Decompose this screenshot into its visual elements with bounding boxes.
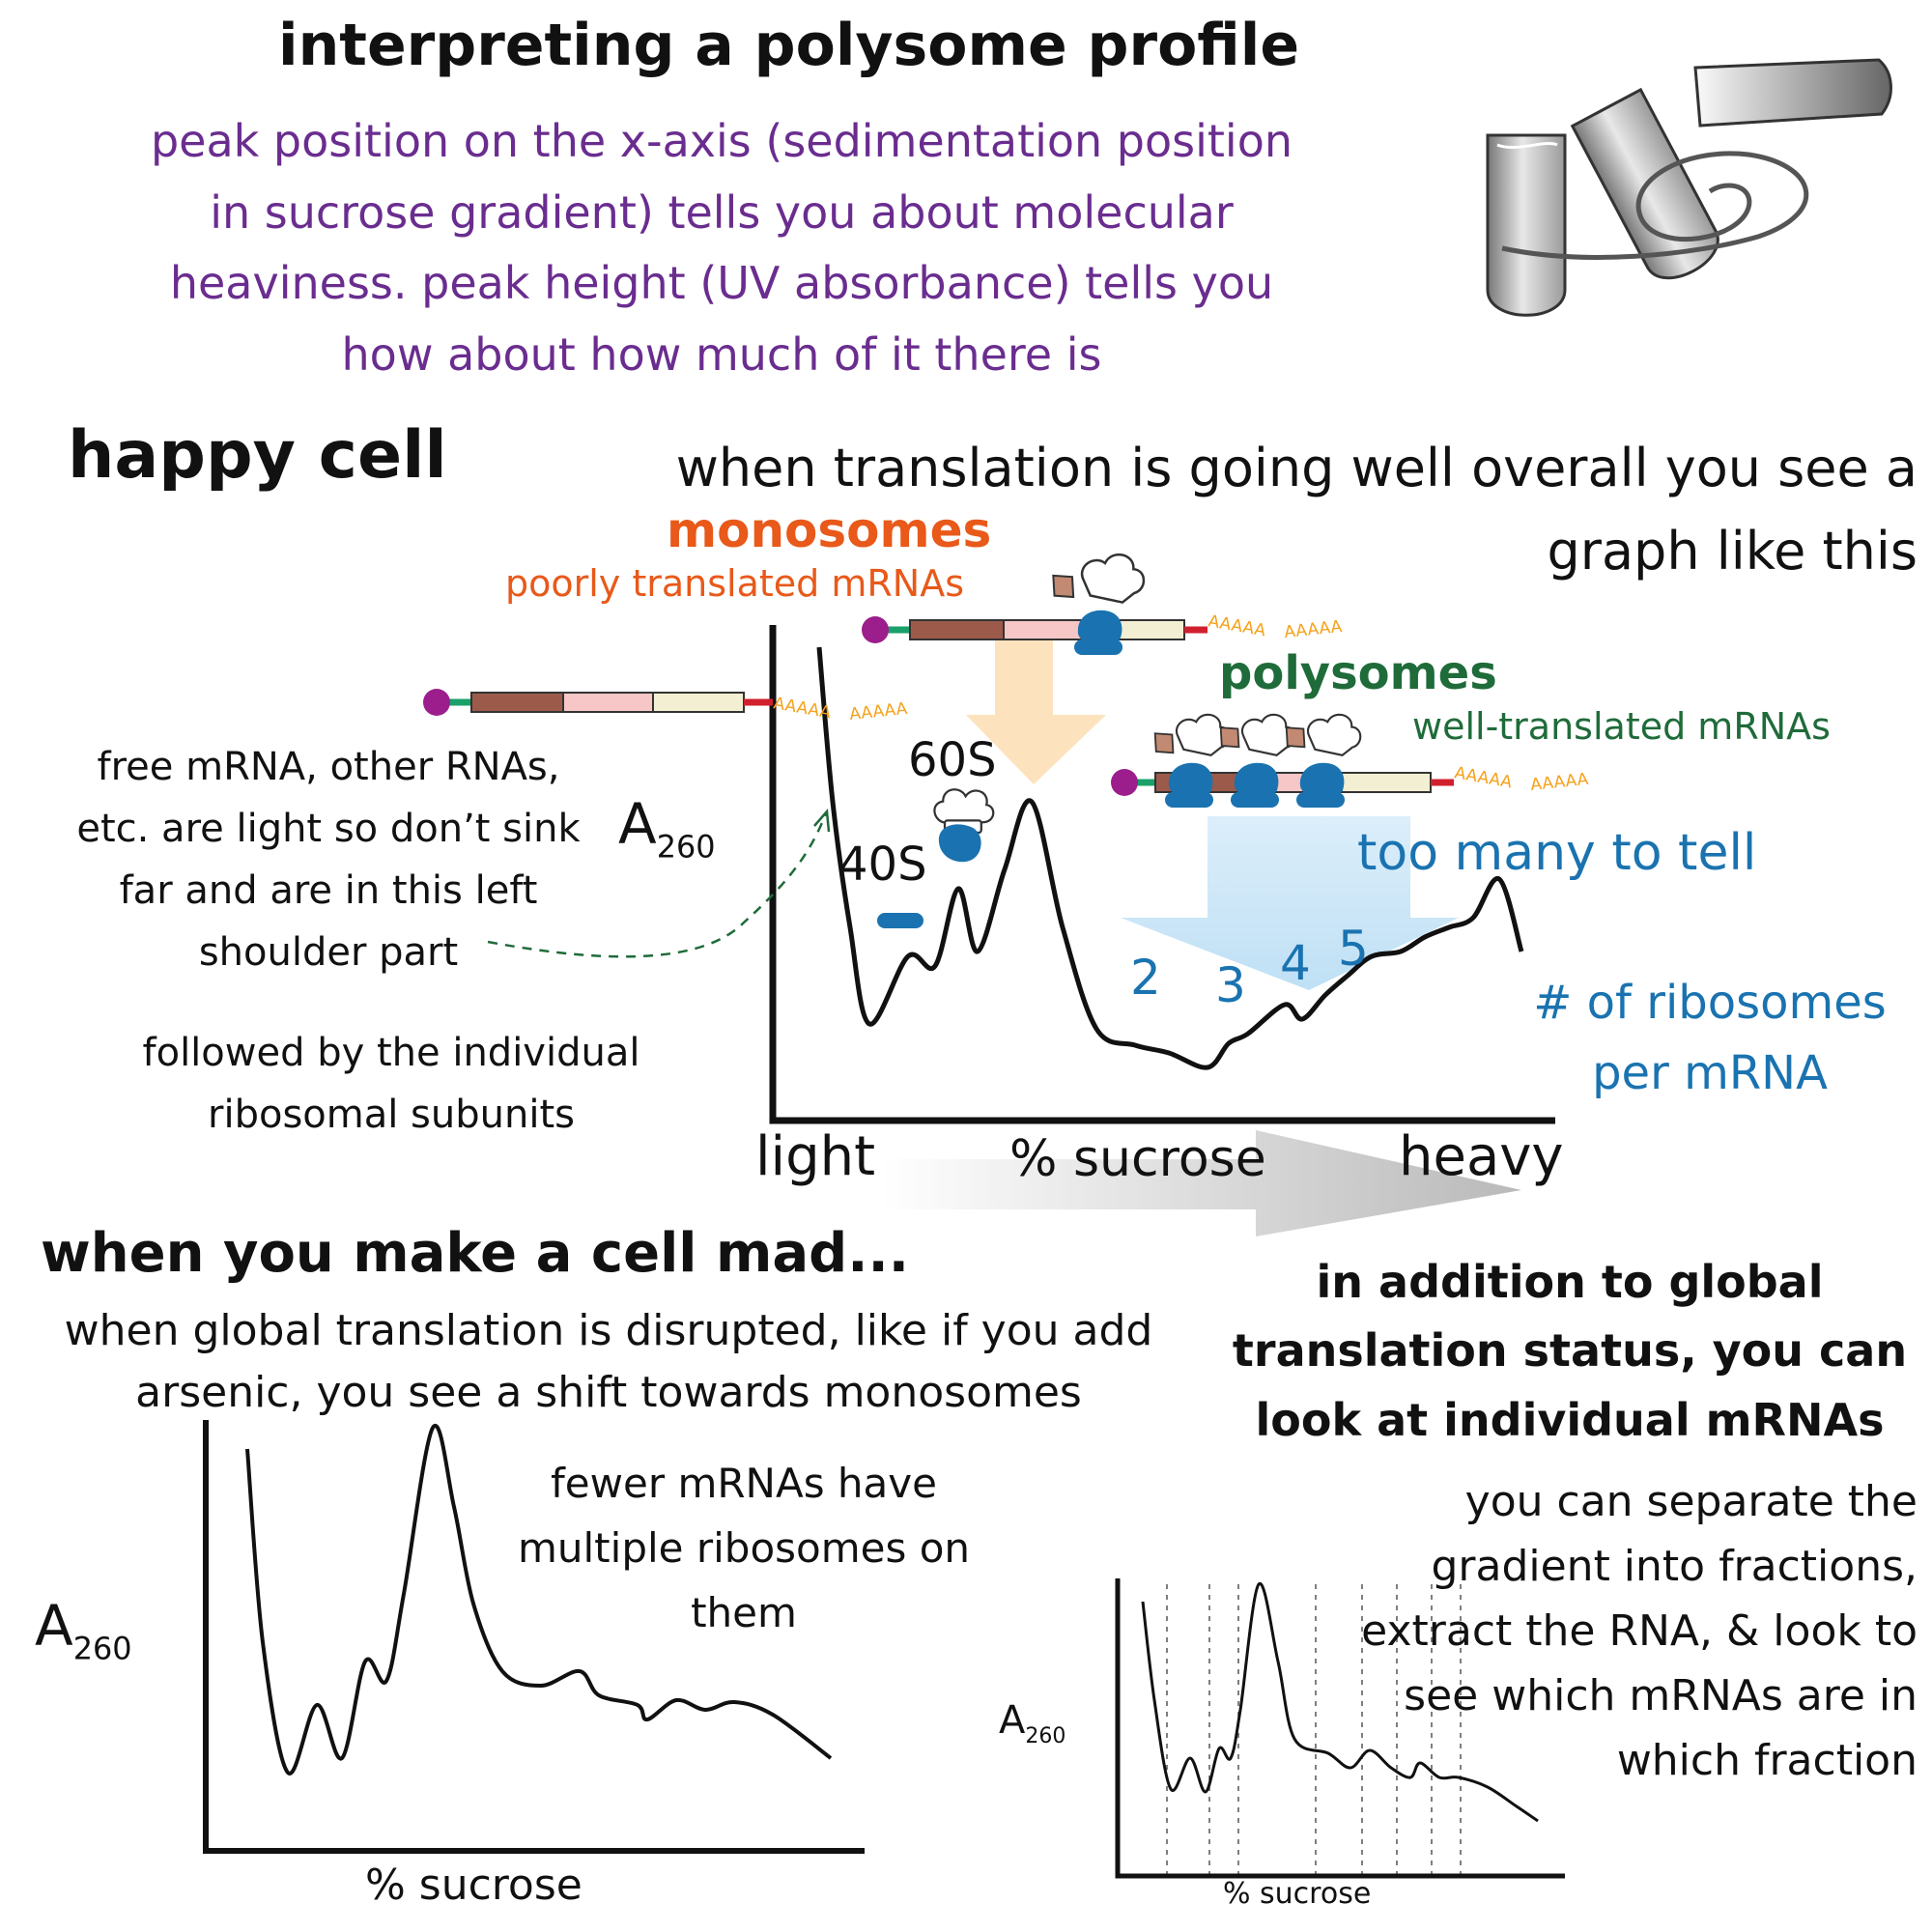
free-note-line: etc. are light so don’t sink [76, 807, 581, 851]
polyA-tail-text: AAAAA [1529, 770, 1589, 795]
polyA-tail-text: AAAAA [1207, 611, 1267, 640]
ribosome-icon [1231, 762, 1279, 808]
ribosome-icon [1165, 762, 1213, 808]
individual-heading-line: look at individual mRNAs [1255, 1393, 1885, 1446]
happy-profile-trace [816, 646, 1524, 1070]
y-axis-subscript: 260 [1025, 1723, 1066, 1748]
happy-chart-axes [769, 625, 1555, 1124]
mad-profile-trace [245, 1423, 833, 1776]
pointer-arrowhead [813, 808, 831, 833]
polysomes-sublabel: well-translated mRNAs [1412, 705, 1831, 748]
individual-description: you can separate the gradient into fract… [1275, 1470, 1918, 1793]
label-60s: 60S [908, 733, 997, 787]
free-note-line: free mRNA, other RNAs, [97, 745, 560, 789]
individual-heading: in addition to global translation status… [1208, 1248, 1932, 1455]
polysome-number: 4 [1280, 935, 1311, 991]
small-subunit-icon [877, 913, 923, 928]
mad-note: fewer mRNAs have multiple ribosomes on t… [454, 1451, 1034, 1646]
intro-line: in sucrose gradient) tells you about mol… [210, 185, 1234, 239]
polysome-arrow-icon [1121, 816, 1459, 990]
test-tube-icon [1693, 58, 1892, 128]
ribosomes-per-mrna-label: # of ribosomes per mRNA [1507, 968, 1913, 1109]
mad-note-line: multiple ribosomes on [517, 1524, 971, 1573]
happy-chart [487, 625, 1555, 1236]
label-40s: 40S [838, 838, 927, 892]
monosomes-label: monosomes [667, 502, 992, 558]
polyA-tail-text: AAAAA [848, 699, 908, 724]
individual-heading-line: in addition to global [1316, 1256, 1824, 1308]
happy-desc-line: when translation is going well overall y… [675, 438, 1918, 498]
individual-desc-line: see which mRNAs are in [1404, 1670, 1918, 1720]
large-subunit-icon [938, 824, 981, 863]
fraction-y-label: A260 [999, 1698, 1066, 1748]
spiral-icon [1501, 151, 1809, 260]
trna-icon [1149, 726, 1179, 759]
fraction-chart [1115, 1578, 1565, 1879]
intro-line: heaviness. peak height (UV absorbance) t… [169, 257, 1274, 310]
y-axis-letter: A [999, 1698, 1026, 1743]
per-mrna-line: per mRNA [1592, 1045, 1828, 1100]
free-mrna-note: free mRNA, other RNAs, etc. are light so… [39, 736, 618, 983]
mrna-icon [423, 689, 773, 716]
x-axis-heavy: heavy [1399, 1125, 1564, 1188]
polysome-number: 5 [1338, 921, 1369, 977]
too-many-label: too many to tell [1357, 824, 1757, 882]
page-title: interpreting a polysome profile [278, 12, 1300, 79]
chef-hat-icon [1303, 707, 1366, 759]
mad-heading: when you make a cell mad... [41, 1222, 910, 1285]
individual-desc-line: which fraction [1616, 1735, 1918, 1785]
mad-y-label: A260 [35, 1596, 132, 1665]
mad-note-line: them [691, 1589, 797, 1637]
fraction-profile-trace [1141, 1582, 1539, 1823]
polysome-number: 2 [1130, 950, 1161, 1006]
y-axis-letter: A [618, 791, 657, 857]
free-note-line: shoulder part [198, 930, 459, 975]
happy-heading: happy cell [68, 417, 447, 494]
subunit-note: followed by the individual ribosomal sub… [72, 1022, 710, 1146]
y-axis-letter: A [35, 1593, 73, 1659]
mrna-icon [1111, 769, 1454, 796]
mad-chart [203, 1420, 865, 1854]
subunit-note-line: ribosomal subunits [208, 1093, 575, 1137]
happy-desc-line: graph like this [1547, 521, 1918, 582]
test-tube-icon [1486, 133, 1567, 317]
fraction-chart-axes [1115, 1578, 1565, 1879]
x-axis-sucrose: % sucrose [1009, 1130, 1266, 1188]
mad-description: when global translation is disrupted, li… [19, 1300, 1198, 1424]
y-axis-subscript: 260 [72, 1630, 132, 1667]
monosome-arrow-icon [966, 638, 1106, 784]
polysomes-label: polysomes [1219, 646, 1497, 700]
intro-text: peak position on the x-axis (sedimentati… [79, 106, 1364, 390]
mad-desc-line: arsenic, you see a shift towards monosom… [135, 1367, 1082, 1417]
monosomes-sublabel: poorly translated mRNAs [505, 562, 965, 605]
y-axis-subscript: 260 [656, 828, 716, 866]
individual-heading-line: translation status, you can [1232, 1324, 1908, 1378]
mrna-icon [862, 616, 1208, 643]
individual-desc-line: extract the RNA, & look to [1361, 1605, 1918, 1656]
sucrose-arrow-icon [881, 1130, 1521, 1236]
happy-y-label: A260 [618, 794, 716, 864]
free-note-line: far and are in this left [119, 868, 538, 913]
x-axis-light: light [755, 1125, 876, 1188]
intro-line: how about how much of it there is [341, 327, 1102, 381]
mad-note-line: fewer mRNAs have [551, 1460, 937, 1507]
mad-x-label: % sucrose [365, 1861, 582, 1910]
ribosome-icon [1074, 610, 1122, 655]
polysome-number: 3 [1215, 957, 1246, 1013]
ribosome-icon [1296, 762, 1345, 808]
subunit-note-line: followed by the individual [142, 1031, 640, 1075]
polyA-tail-text: AAAAA [1453, 763, 1514, 792]
polyA-tail-text: AAAAA [1283, 617, 1343, 642]
happy-description: when translation is going well overall y… [541, 427, 1918, 594]
intro-line: peak position on the x-axis (sedimentati… [150, 115, 1293, 167]
fraction-x-label: % sucrose [1223, 1877, 1372, 1911]
individual-desc-line: you can separate the [1464, 1477, 1918, 1526]
mad-desc-line: when global translation is disrupted, li… [64, 1306, 1153, 1355]
individual-desc-line: gradient into fractions, [1431, 1541, 1918, 1591]
mad-chart-axes [203, 1420, 865, 1854]
per-mrna-line: # of ribosomes [1533, 976, 1887, 1030]
